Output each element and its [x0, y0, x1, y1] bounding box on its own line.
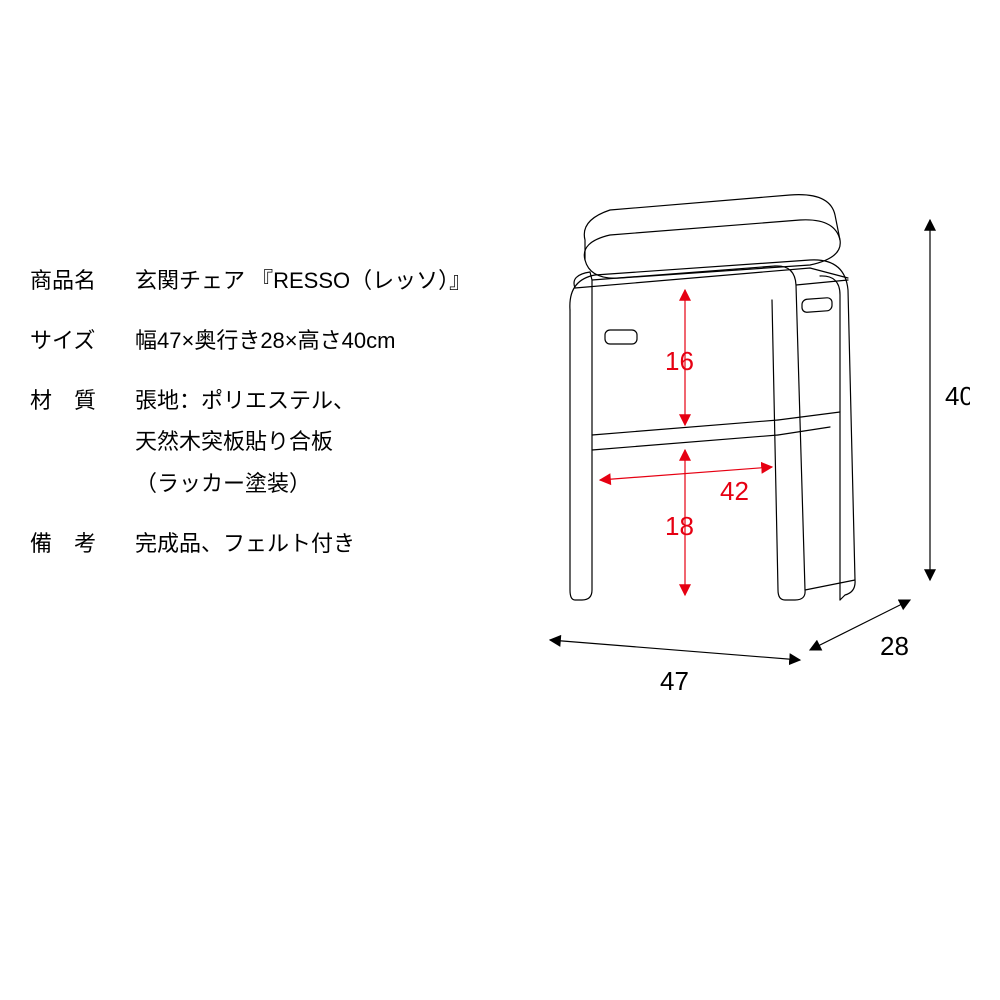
spec-value: 完成品、フェルト付き — [135, 523, 355, 565]
dim-inner-width: 42 — [600, 467, 772, 506]
spec-label: 材 質 — [30, 380, 135, 505]
svg-text:47: 47 — [660, 666, 689, 696]
spec-row: 材 質 張地：ポリエステル、 天然木突板貼り合板 （ラッカー塗装） — [30, 380, 471, 505]
svg-text:40: 40 — [945, 381, 970, 411]
spec-row: 商品名 玄関チェア 『RESSO（レッソ）』 — [30, 260, 471, 302]
svg-text:42: 42 — [720, 476, 749, 506]
spec-value: 幅47×奥行き28×高さ40cm — [135, 320, 395, 362]
dim-width: 47 — [550, 640, 800, 696]
spec-row: 備 考 完成品、フェルト付き — [30, 523, 471, 565]
dim-lower-shelf: 18 — [665, 450, 694, 595]
svg-text:16: 16 — [665, 346, 694, 376]
dim-upper-shelf: 16 — [665, 290, 694, 425]
spec-value: 張地：ポリエステル、 天然木突板貼り合板 （ラッカー塗装） — [135, 380, 355, 505]
spec-label: 商品名 — [30, 260, 135, 302]
spec-value: 玄関チェア 『RESSO（レッソ）』 — [135, 260, 471, 302]
svg-text:28: 28 — [880, 631, 909, 661]
spec-label: 備 考 — [30, 523, 135, 565]
svg-text:18: 18 — [665, 511, 694, 541]
spec-label: サイズ — [30, 320, 135, 362]
dim-height: 40 — [930, 220, 970, 580]
chair-outline — [570, 195, 855, 600]
product-diagram: 40 28 47 42 16 18 — [510, 180, 970, 740]
dim-depth: 28 — [810, 600, 910, 661]
spec-table: 商品名 玄関チェア 『RESSO（レッソ）』 サイズ 幅47×奥行き28×高さ4… — [30, 260, 471, 583]
spec-row: サイズ 幅47×奥行き28×高さ40cm — [30, 320, 471, 362]
